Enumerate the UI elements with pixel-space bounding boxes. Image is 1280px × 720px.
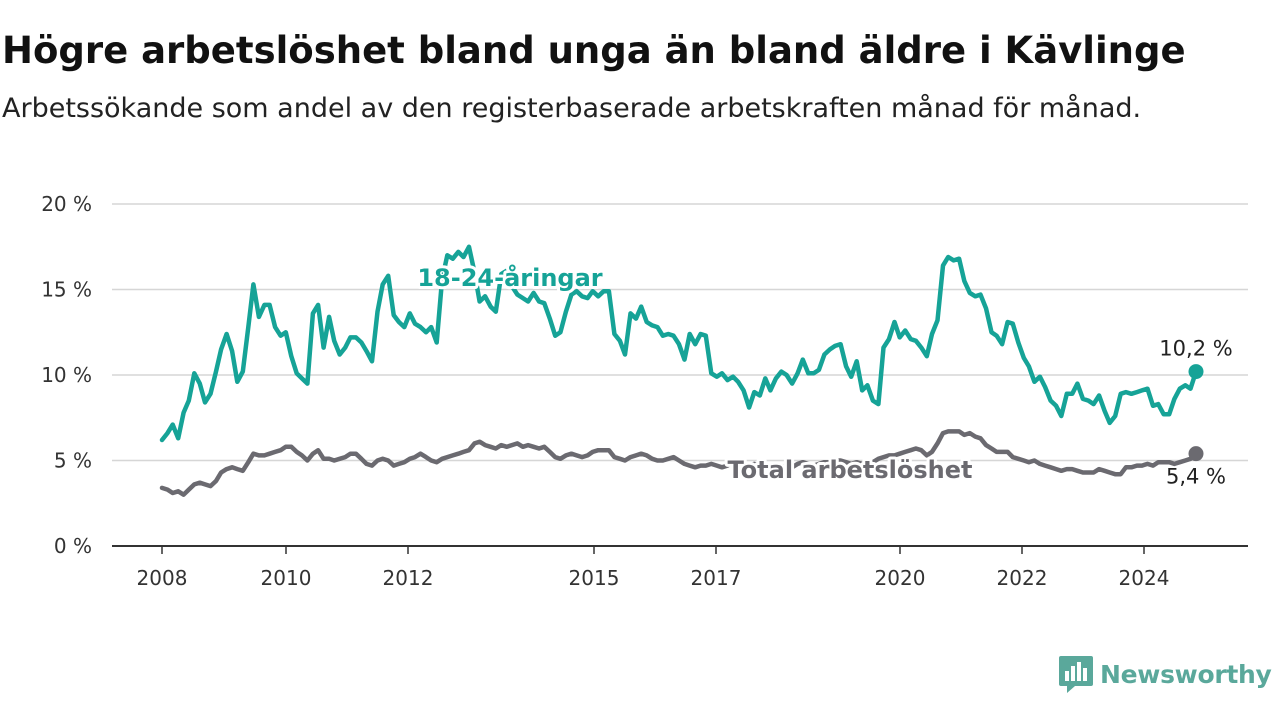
- end-marker-0: [1188, 364, 1204, 380]
- x-tick-label: 2017: [691, 566, 742, 590]
- x-tick-label: 2020: [875, 566, 926, 590]
- series-line-1: [159, 429, 1199, 497]
- brand-name: Newsworthy: [1100, 659, 1272, 689]
- series-line-0: [159, 244, 1199, 443]
- end-value-label-1: 5,4 %: [1166, 465, 1226, 489]
- series-lines: [159, 244, 1199, 497]
- x-tick-label: 2015: [569, 566, 620, 590]
- x-tick-label: 2024: [1119, 566, 1170, 590]
- y-tick-label: 5 %: [54, 449, 92, 473]
- x-tick-label: 2012: [383, 566, 434, 590]
- series-name-label-1: Total arbetslöshet: [727, 456, 972, 484]
- x-tick-label: 2022: [997, 566, 1048, 590]
- end-markers: [1188, 364, 1204, 462]
- y-axis-labels: 0 % 5 % 10 % 15 % 20 %: [41, 192, 92, 558]
- newsworthy-chat-chart-icon: [1059, 656, 1093, 693]
- x-axis-ticks: 2008 2010 2012 2015 2017 2020 2022 2024: [137, 546, 1170, 590]
- chart-title: Högre arbetslöshet bland unga än bland ä…: [2, 29, 1186, 72]
- end-marker-1: [1188, 446, 1204, 462]
- chart-subtitle: Arbetssökande som andel av den registerb…: [2, 93, 1142, 124]
- y-tick-label: 20 %: [41, 192, 92, 216]
- series-name-label-0: 18-24-åringar: [417, 263, 602, 292]
- y-tick-label: 15 %: [41, 278, 92, 302]
- chart-labels: 10,2 % 5,4 % 18-24-åringar Total arbetslösh…: [414, 260, 1232, 489]
- y-tick-label: 0 %: [54, 534, 92, 558]
- y-tick-label: 10 %: [41, 363, 92, 387]
- x-tick-label: 2008: [137, 566, 188, 590]
- newsworthy-logo: Newsworthy: [1058, 654, 1272, 694]
- end-value-label-0: 10,2 %: [1159, 337, 1232, 361]
- x-tick-label: 2010: [261, 566, 312, 590]
